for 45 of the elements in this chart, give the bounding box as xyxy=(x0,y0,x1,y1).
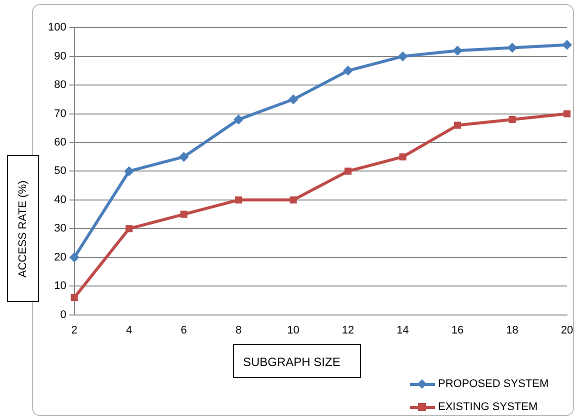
x-tick-label: 14 xyxy=(396,324,409,336)
y-axis-title: ACCESS RATE (%) xyxy=(17,180,29,277)
y-tick-label: 100 xyxy=(48,22,66,34)
point xyxy=(563,110,571,118)
point xyxy=(454,122,462,129)
point xyxy=(343,66,354,76)
point xyxy=(178,152,189,162)
point xyxy=(452,46,463,56)
point xyxy=(124,166,134,176)
x-tick-label: 10 xyxy=(287,324,300,336)
x-tick-label: 2 xyxy=(71,324,78,336)
point xyxy=(69,252,80,262)
x-axis-title: SUBGRAPH SIZE xyxy=(233,344,361,378)
y-tick-label: 10 xyxy=(54,280,66,292)
point xyxy=(288,94,298,104)
y-tick-label: 70 xyxy=(54,108,66,120)
x-tick-label: 8 xyxy=(236,324,242,336)
x-tick-label: 20 xyxy=(560,324,574,336)
x-tick-label: 16 xyxy=(451,324,464,336)
point xyxy=(507,42,518,53)
point xyxy=(70,294,78,302)
x-tick-label: 12 xyxy=(342,324,354,336)
x-tick-label: 6 xyxy=(180,324,187,336)
x-tick-label: 18 xyxy=(506,324,518,336)
point xyxy=(180,210,188,218)
point xyxy=(126,225,133,232)
point xyxy=(508,116,516,124)
point xyxy=(344,168,352,175)
point xyxy=(399,153,406,160)
y-tick-label: 30 xyxy=(54,222,66,235)
legend-label: EXISTING SYSTEM xyxy=(438,400,538,412)
y-tick-label: 50 xyxy=(54,165,66,178)
point xyxy=(398,51,408,62)
legend-label: PROPOSED SYSTEM xyxy=(438,378,549,390)
point xyxy=(290,196,297,204)
point xyxy=(562,40,572,50)
y-tick-label: 90 xyxy=(54,50,66,62)
y-tick-label: 60 xyxy=(54,136,66,149)
y-tick-label: 80 xyxy=(54,79,66,92)
y-tick-label: 40 xyxy=(54,194,66,206)
point xyxy=(235,196,242,204)
point xyxy=(234,114,244,125)
y-tick-label: 20 xyxy=(54,251,66,264)
y-tick-label: 0 xyxy=(60,308,66,321)
x-tick-label: 4 xyxy=(126,324,132,336)
